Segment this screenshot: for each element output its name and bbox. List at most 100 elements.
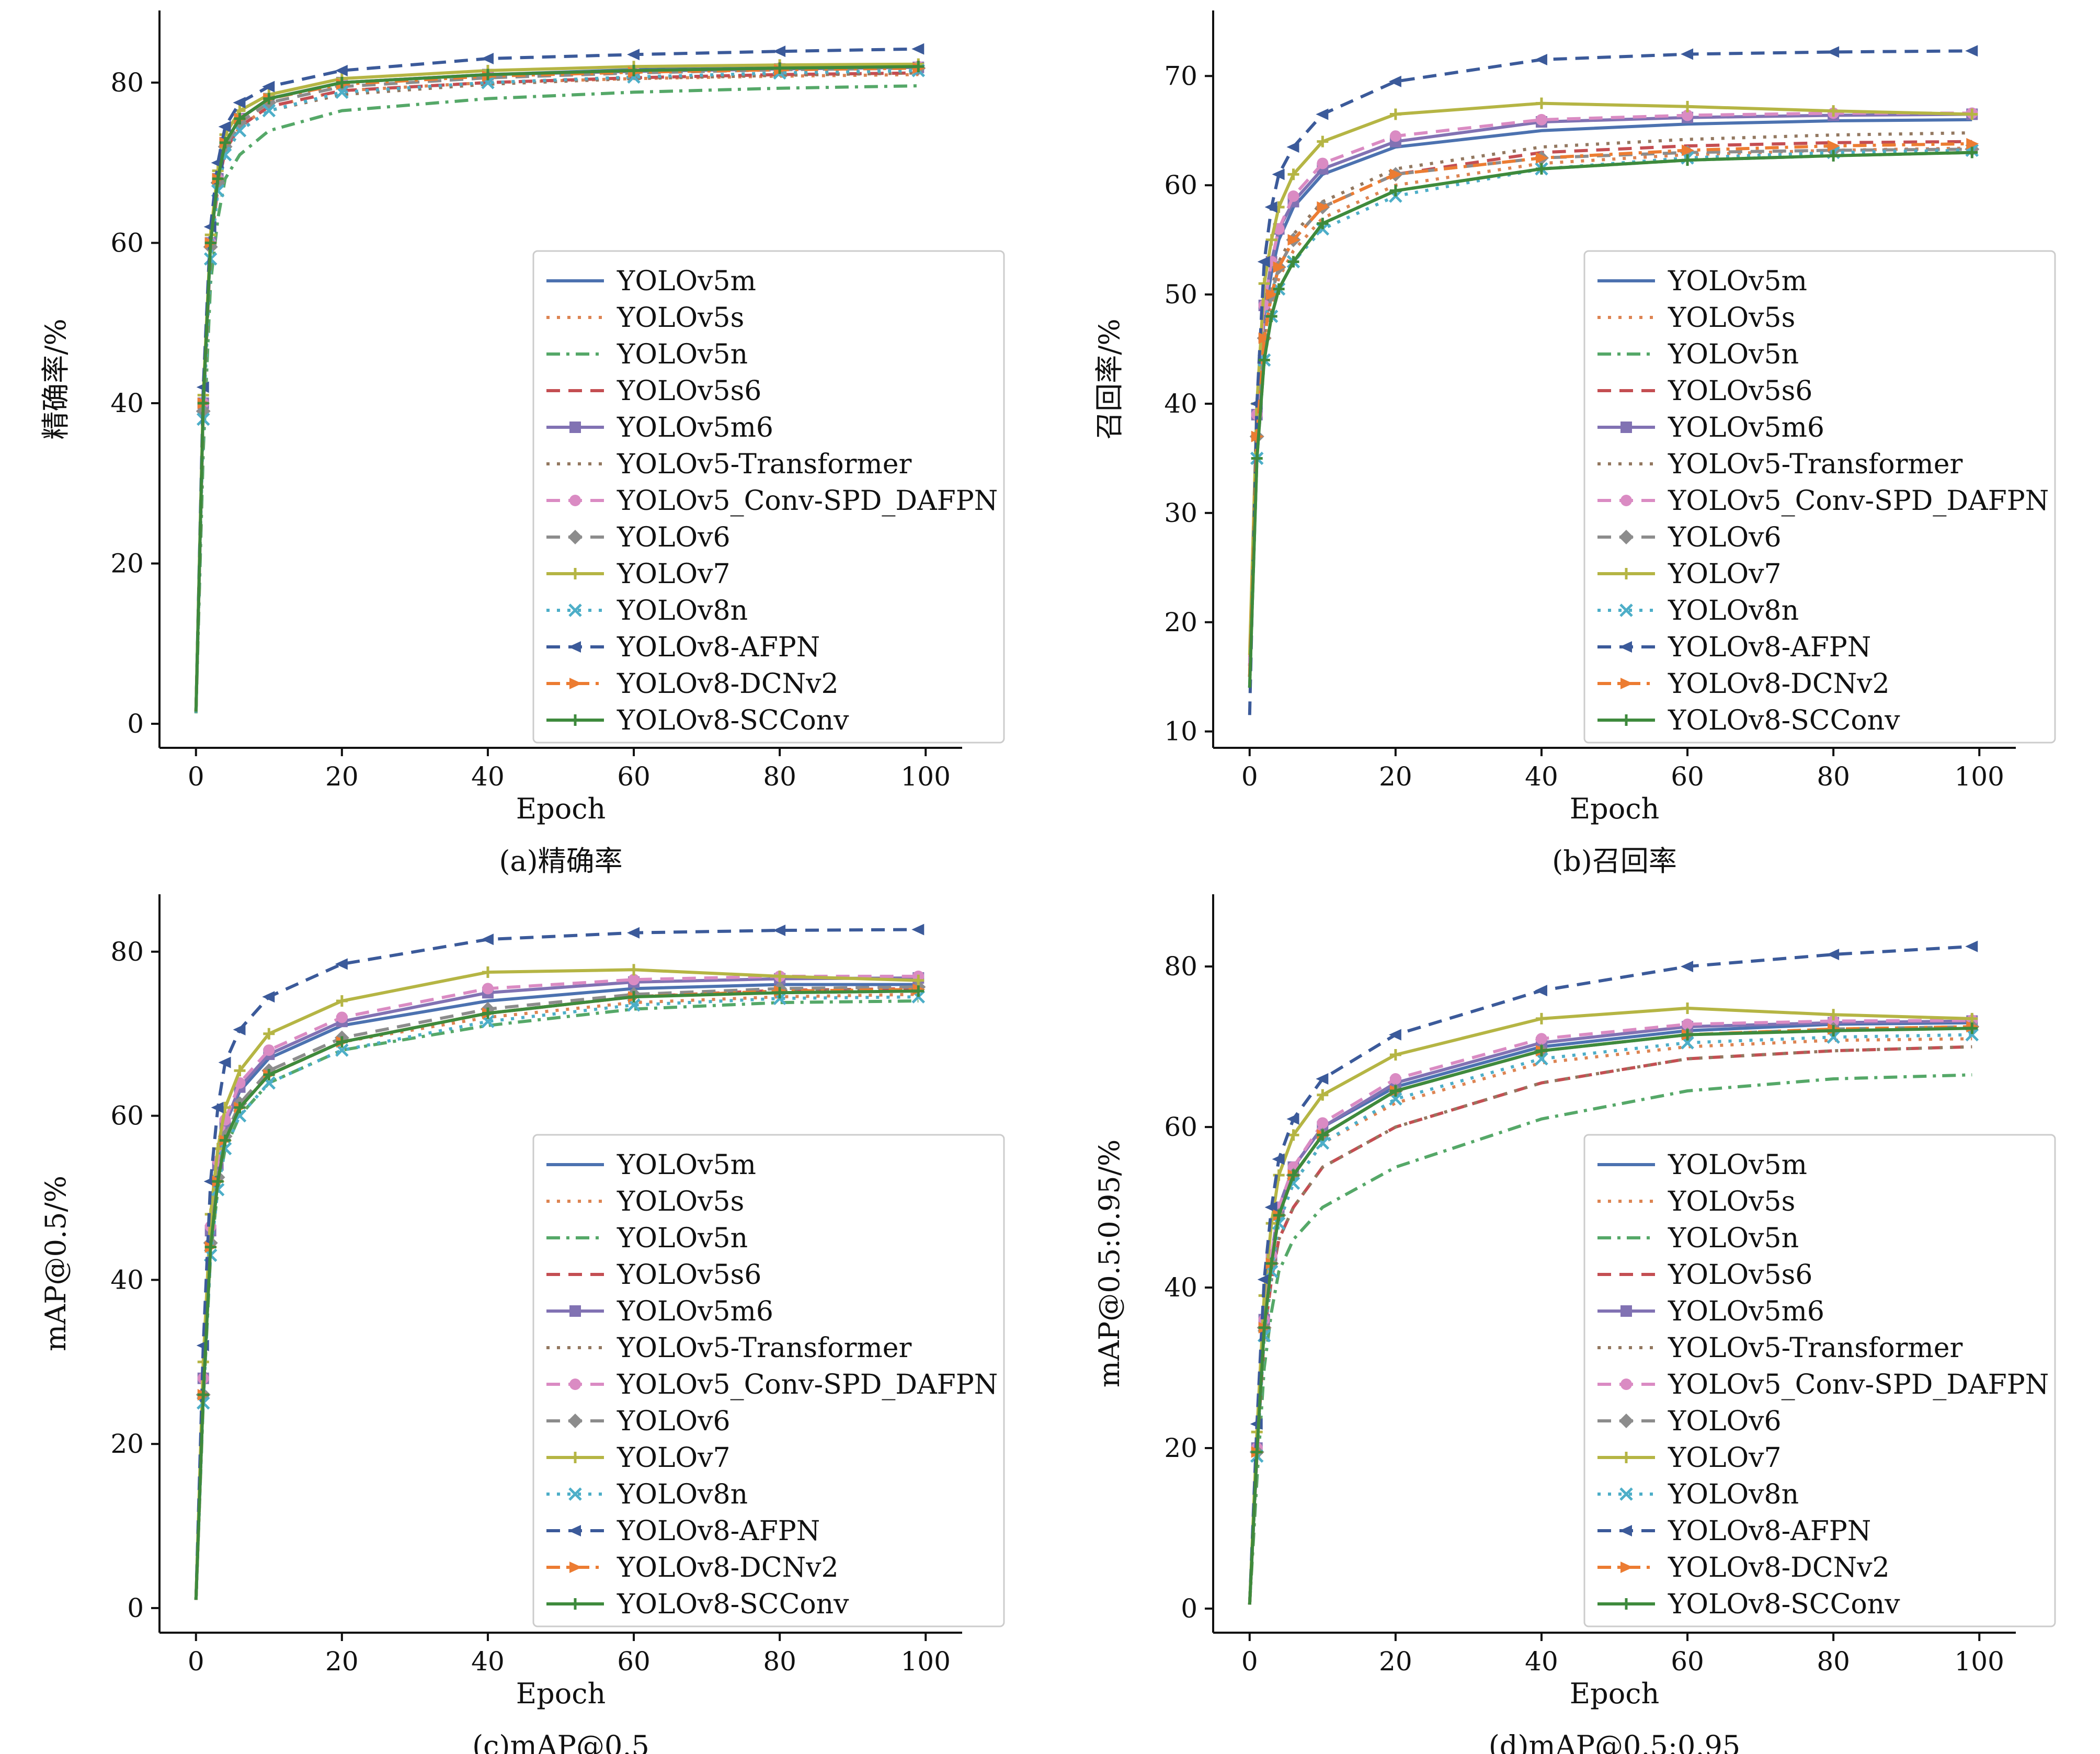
series-point-YOLOv8-AFPN (211, 1101, 224, 1113)
legend-marker (1619, 1414, 1634, 1428)
series-point-YOLOv8-DCNv2 (1287, 234, 1300, 246)
legend-label: YOLOv5s6 (1668, 1259, 1812, 1291)
series-point-YOLOv8-SCConv (1265, 1258, 1277, 1269)
series-point-YOLOv8-SCConv (912, 985, 925, 997)
series-point-YOLOv8-SCConv (774, 62, 786, 74)
series-point-YOLOv7 (1682, 1002, 1694, 1014)
series-point-YOLOv8n (262, 104, 276, 118)
series-point-YOLOv8-SCConv (628, 991, 640, 1003)
series-point-YOLOv8-SCConv (219, 136, 231, 149)
series-point-YOLOv7 (1966, 1012, 1978, 1024)
legend-label: YOLOv5_Conv-SPD_DAFPN (617, 485, 998, 517)
x-tick-label: 20 (325, 1646, 359, 1677)
series-point-YOLOv5_Conv-SPD_DAFPN (1389, 130, 1401, 142)
series-point-YOLOv8-SCConv (1258, 354, 1270, 366)
y-tick-label: 40 (110, 388, 144, 418)
series-point-YOLOv8-AFPN (1286, 141, 1299, 153)
series-point-YOLOv7 (628, 964, 640, 976)
x-tick-label: 40 (471, 761, 505, 792)
panel-c-map50: 0 20 40 60 80 100 0 20 40 60 80 Epoch mAP@0.5/% (c)mA… (39, 894, 1005, 1754)
x-tick-label: 100 (1955, 1646, 2004, 1677)
series-point-YOLOv8-AFPN (1388, 75, 1401, 87)
series-point-YOLOv8-DCNv2 (1682, 144, 1695, 156)
series-point-YOLOv8-AFPN (1681, 48, 1694, 60)
y-tick-label: 50 (1164, 279, 1197, 310)
series-point-YOLOv5_Conv-SPD_DAFPN (1317, 1117, 1329, 1129)
series-point-YOLOv8-AFPN (1827, 949, 1840, 961)
legend-marker (1620, 714, 1632, 726)
series-point-YOLOv8-AFPN (335, 64, 348, 76)
x-tick-label: 20 (325, 761, 359, 792)
series-point-YOLOv8-AFPN (1257, 1273, 1270, 1285)
series-line-YOLOv8-AFPN (1248, 944, 1972, 1605)
series-point-YOLOv8-AFPN (262, 991, 275, 1003)
legend-label: YOLOv8-DCNv2 (617, 1552, 839, 1584)
series-point-YOLOv7 (482, 966, 494, 978)
legend-frame (1583, 250, 2056, 744)
series-point-YOLOv8-SCConv (204, 1241, 216, 1253)
series-point-YOLOv8-SCConv (263, 1069, 275, 1081)
legend-label: YOLOv8n (1668, 1479, 1799, 1510)
series-point-YOLOv8-DCNv2 (1258, 332, 1271, 344)
legend-label: YOLOv8n (617, 1479, 748, 1510)
y-tick-label: 0 (127, 709, 144, 739)
series-point-YOLOv7 (1287, 1129, 1299, 1141)
legend-label: YOLOv8-AFPN (617, 1516, 820, 1547)
x-axis-label: Epoch (516, 1677, 606, 1710)
series-point-YOLOv8-SCConv (1273, 1209, 1285, 1221)
panel-a-precision: 0 20 40 60 80 100 0 20 40 60 80 Epoch 精确率/% (a)精确率 YOL… (39, 10, 1005, 878)
legend-label: YOLOv5m6 (617, 1296, 773, 1327)
legend-label: YOLOv8-SCConv (1668, 705, 1900, 736)
series-point-YOLOv8-AFPN (335, 958, 348, 970)
series-point-YOLOv7 (1966, 108, 1978, 120)
legend-label: YOLOv8-AFPN (617, 632, 820, 663)
series-line-YOLOv8-SCConv (194, 65, 919, 712)
series-point-YOLOv7 (1535, 97, 1547, 109)
series-point-YOLOv8-AFPN (218, 1056, 231, 1068)
x-tick-label: 80 (763, 761, 796, 792)
y-tick-label: 80 (110, 67, 144, 98)
series-point-YOLOv5_Conv-SPD_DAFPN (1535, 113, 1547, 126)
series-point-YOLOv8-SCConv (482, 1007, 494, 1019)
legend-label: YOLOv5-Transformer (1668, 1332, 1963, 1364)
series-point-YOLOv8-DCNv2 (1265, 289, 1279, 301)
legend-marker (569, 1598, 581, 1610)
series-point-YOLOv8-SCConv (263, 93, 275, 105)
x-tick-label: 100 (1955, 761, 2004, 792)
series-line-YOLOv8-SCConv (1248, 151, 1972, 688)
series-point-YOLOv8-SCConv (212, 173, 224, 185)
x-tick-label: 20 (1379, 1646, 1412, 1677)
series-line-YOLOv5n (1248, 1073, 1972, 1605)
x-tick-label: 0 (1241, 1646, 1258, 1677)
legend-marker (1619, 1487, 1633, 1501)
y-tick-label: 70 (1164, 61, 1197, 91)
series-point-YOLOv8-SCConv (1273, 283, 1285, 295)
series-point-YOLOv8-SCConv (204, 237, 216, 249)
series-point-YOLOv8-SCConv (1682, 1029, 1694, 1041)
legend-label: YOLOv5n (617, 339, 748, 370)
series-point-YOLOv8-SCConv (482, 69, 494, 81)
legend: YOLOv5m YOLOv5s YOLOv5n YOLOv5s6 YOLOv5m6 YOL… (1583, 1134, 2056, 1627)
legend-label: YOLOv5m (1668, 1149, 1807, 1181)
series-point-YOLOv8-AFPN (1272, 1153, 1285, 1165)
legend-marker (1620, 1598, 1632, 1610)
y-tick-label: 80 (1164, 951, 1197, 982)
legend-label: YOLOv5-Transformer (617, 449, 912, 480)
legend-marker (569, 1305, 581, 1317)
legend-label: YOLOv6 (617, 1406, 731, 1437)
legend-marker (1619, 530, 1634, 544)
series-point-YOLOv8-AFPN (627, 927, 640, 939)
legend-marker (1620, 422, 1632, 433)
legend-marker (569, 1452, 581, 1463)
series-point-YOLOv8-SCConv (197, 397, 209, 409)
legend-label: YOLOv5m6 (617, 412, 773, 443)
series-line-YOLOv5-Transformer (1248, 1045, 1972, 1605)
y-tick-label: 20 (1164, 1433, 1197, 1463)
series-point-YOLOv8-AFPN (1388, 1029, 1401, 1041)
series-point-YOLOv8-SCConv (1682, 154, 1694, 166)
y-tick-label: 0 (127, 1593, 144, 1623)
legend-label: YOLOv5-Transformer (1668, 449, 1963, 480)
series-point-YOLOv7 (774, 970, 786, 982)
legend-marker (568, 603, 582, 617)
legend-label: YOLOv8-DCNv2 (1668, 1552, 1890, 1584)
